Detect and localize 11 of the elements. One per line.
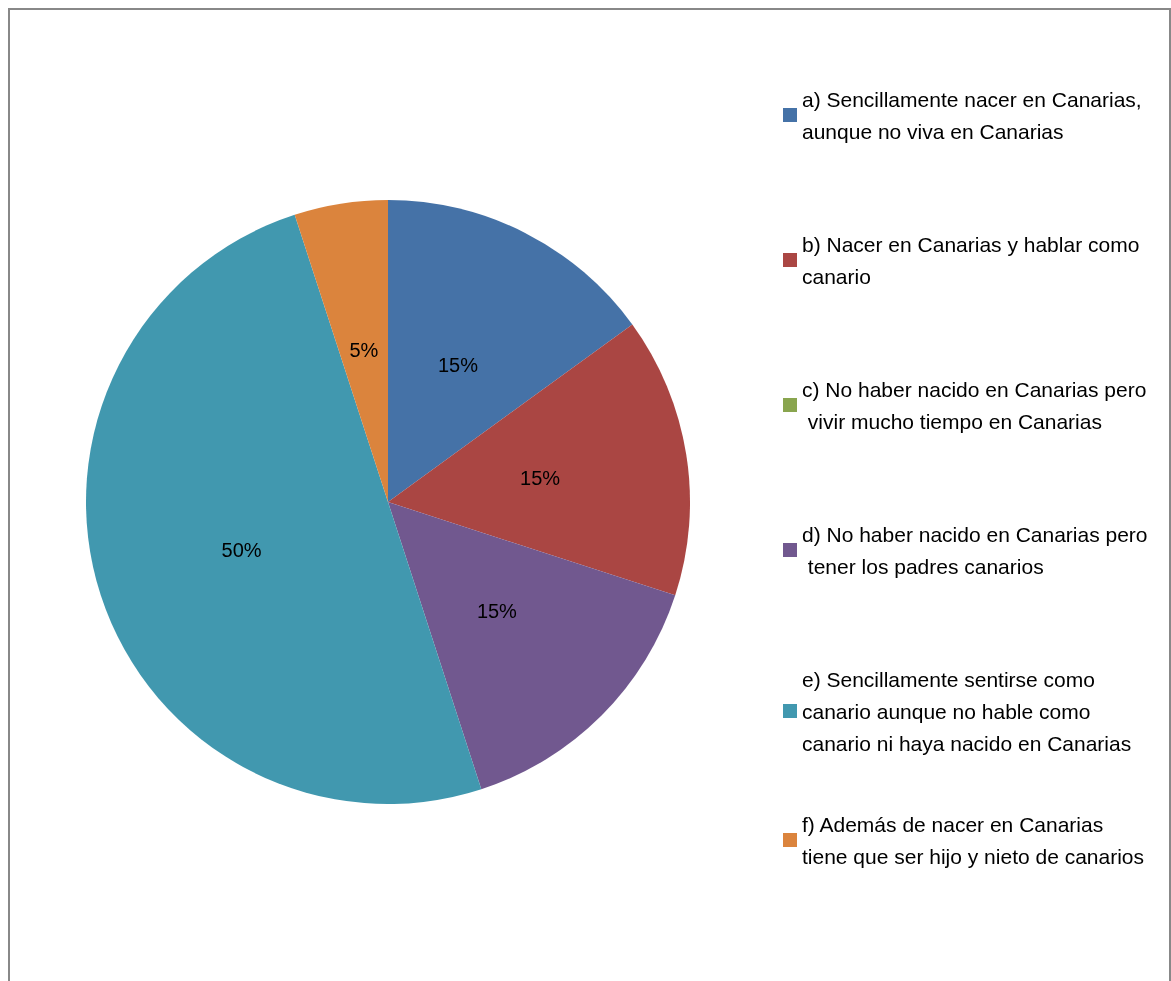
data-label: 15% xyxy=(520,466,561,489)
data-label: 50% xyxy=(221,538,262,561)
data-label: 15% xyxy=(437,353,479,376)
data-label: 5% xyxy=(349,338,379,361)
legend-label: b) Nacer en Canarias y hablar como canario xyxy=(802,232,1146,288)
legend-label: c) No haber nacido en Canarias pero vivir mucho tiempo en Canarias xyxy=(802,377,1147,433)
legend-label: f) Además de nacer en Canarias tiene que ser hijo y nieto de canarios xyxy=(802,812,1145,868)
legend-label: e) Sencillamente sentirse como canario aunque no hable como canario ni haya nacido en Canarias xyxy=(802,667,1132,755)
legend-label: d) No haber nacido en Canarias pero tener los padres canarios xyxy=(802,522,1148,578)
data-label: 15% xyxy=(476,599,518,622)
legend-label: a) Sencillamente nacer en Canarias, aunque no viva en Canarias xyxy=(802,87,1148,143)
